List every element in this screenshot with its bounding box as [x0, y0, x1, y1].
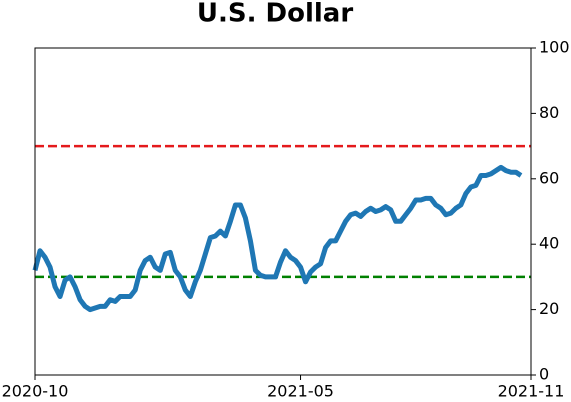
x-tick-label: 2021-11 — [498, 382, 565, 401]
y-tick-label: 20 — [539, 299, 559, 318]
y-tick-label: 60 — [539, 168, 559, 187]
y-tick-label: 100 — [539, 38, 570, 57]
plot-frame — [34, 47, 532, 376]
x-tick-label: 2021-05 — [267, 382, 334, 401]
y-tick-label: 80 — [539, 103, 559, 122]
y-tick-label: 40 — [539, 234, 559, 253]
x-tick-label: 2020-10 — [2, 382, 69, 401]
chart-title: U.S. Dollar — [197, 0, 353, 29]
line-series — [32, 164, 523, 313]
y-tick-label: 0 — [539, 365, 549, 384]
